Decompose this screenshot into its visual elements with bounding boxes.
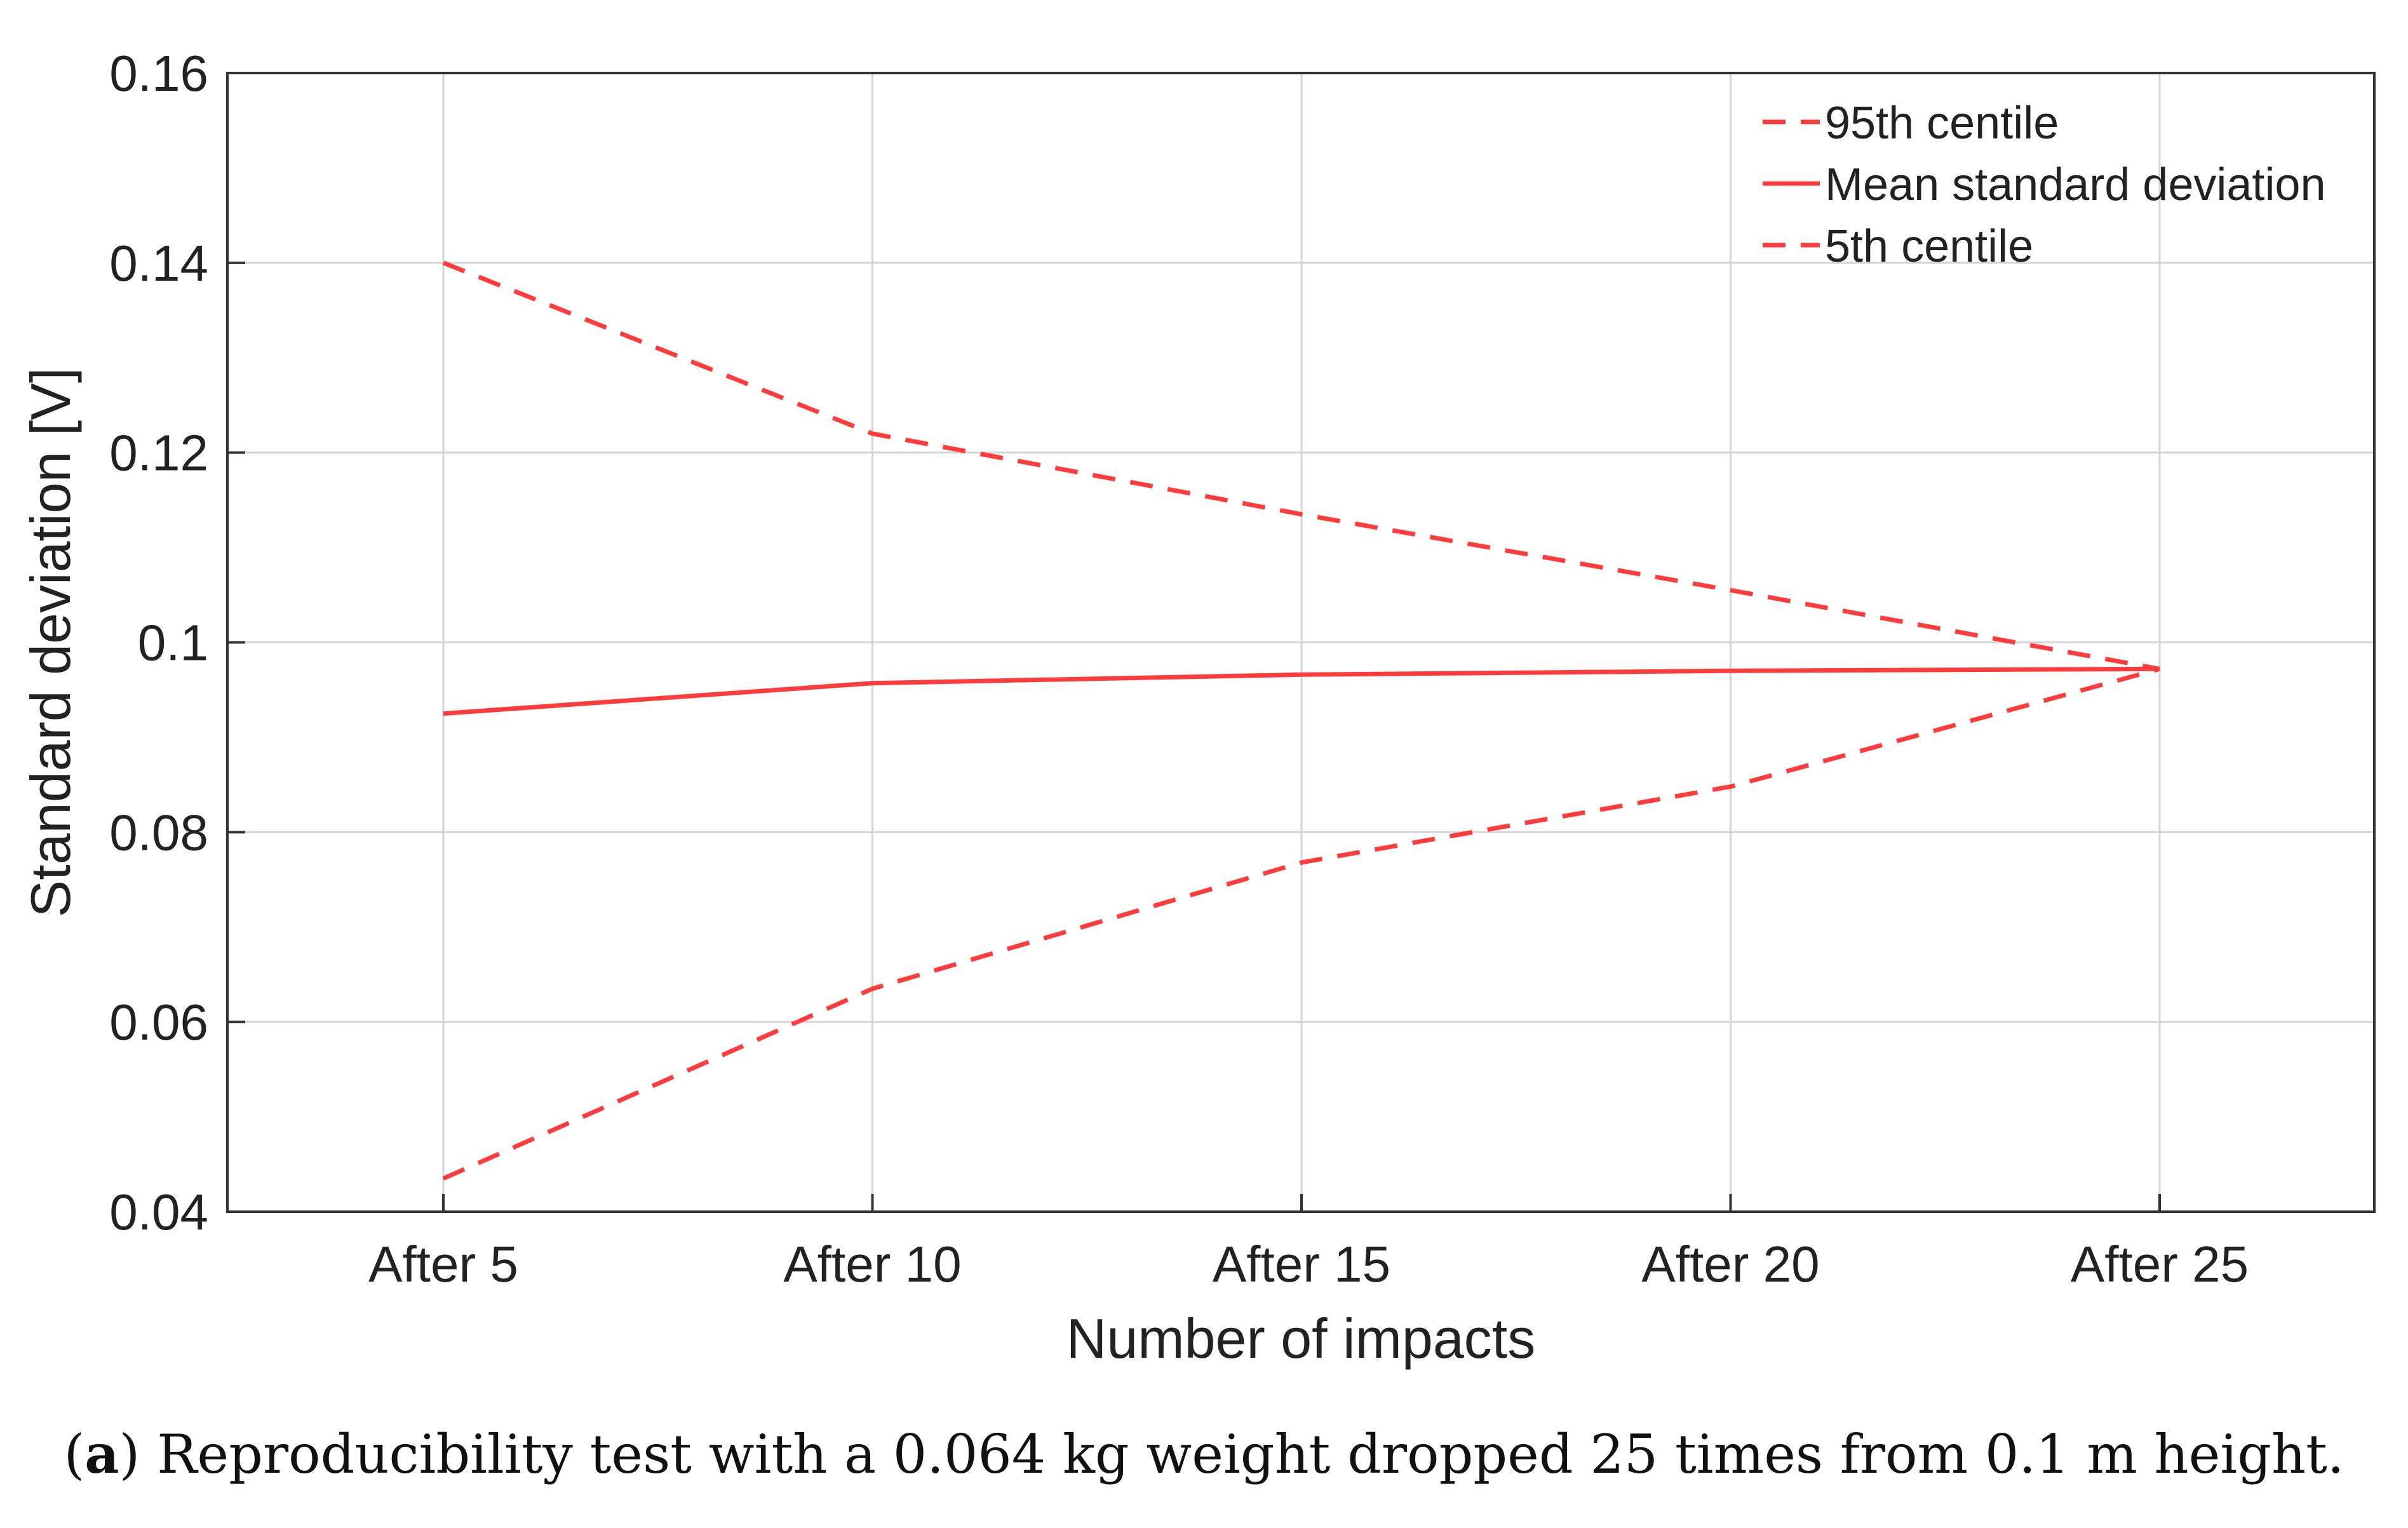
x-axis-ticks: After 5 After 10 After 15 After 20 After 25: [368, 1194, 2249, 1292]
series-layer: [442, 260, 2160, 1181]
y-axis-ticks: 0.04 0.06 0.08 0.1 0.12 0.14 0.16: [109, 45, 245, 1240]
y-tick-label: 0.16: [109, 45, 208, 102]
legend-entry: 95th centile: [1825, 98, 2059, 149]
caption-text: ) Reproducibility test with a 0.064 kg w…: [119, 1423, 2344, 1485]
data-point-95th-centile: [443, 262, 444, 264]
x-tick-label: After 15: [1213, 1236, 1390, 1292]
y-tick-label: 0.08: [109, 804, 208, 861]
legend: 95th centile Mean standard deviation 5th c…: [1763, 98, 2326, 272]
y-tick-label: 0.12: [109, 425, 208, 481]
y-tick-label: 0.14: [109, 235, 208, 292]
data-point-5th-centile: [1730, 786, 1731, 787]
data-point-95th-centile: [1730, 589, 1731, 591]
x-tick-label: After 25: [2071, 1236, 2249, 1292]
y-axis-title: Standard deviation [V]: [19, 368, 82, 918]
x-tick-label: After 20: [1641, 1236, 1819, 1292]
legend-entry: Mean standard deviation: [1825, 159, 2326, 210]
data-point-5th-centile: [872, 988, 873, 989]
caption-label: a: [84, 1423, 119, 1485]
legend-entry: 5th centile: [1825, 221, 2033, 272]
figure-caption: (a) Reproducibility test with a 0.064 kg…: [64, 1423, 2344, 1485]
grid: [227, 72, 2374, 1213]
y-tick-label: 0.04: [109, 1184, 208, 1240]
data-point-mean-standard-deviation: [443, 713, 444, 714]
data-point-95th-centile: [872, 433, 873, 434]
data-point-5th-centile: [443, 1178, 444, 1179]
x-tick-label: After 10: [783, 1236, 961, 1292]
y-tick-label: 0.1: [138, 615, 208, 671]
x-axis-title: Number of impacts: [1066, 1307, 1535, 1370]
x-tick-label: After 5: [368, 1236, 518, 1292]
y-tick-label: 0.06: [109, 994, 208, 1050]
